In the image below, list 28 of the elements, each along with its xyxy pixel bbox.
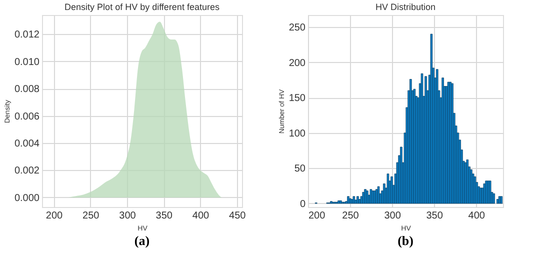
- text: (a): [134, 233, 150, 248]
- chart-title: Density Plot of HV by different features: [64, 2, 220, 12]
- y-tick-label: 50: [294, 164, 306, 175]
- y-tick-label: 100: [288, 128, 306, 140]
- x-tick-label: 300: [384, 210, 402, 222]
- y-tick-label: 0.010: [14, 56, 40, 68]
- x-tick-label: 250: [82, 210, 100, 222]
- x-tick-label: 200: [308, 210, 326, 222]
- x-tick-label: 450: [229, 210, 246, 222]
- x-tick-label: 200: [46, 210, 63, 222]
- y-tick-label: 0.006: [14, 111, 40, 122]
- y-tick-label: 0.004: [14, 138, 40, 150]
- y-tick-label: 0.002: [14, 166, 40, 177]
- y-tick-label: 0.008: [14, 84, 40, 96]
- x-tick-label: 250: [342, 210, 360, 222]
- chart-title: HV Distribution: [375, 2, 436, 12]
- text: (b): [398, 233, 414, 248]
- x-tick-label: 350: [426, 210, 444, 222]
- x-tick-label: 400: [468, 210, 486, 222]
- y-tick-label: 0.012: [14, 30, 40, 41]
- y-tick-label: 250: [288, 22, 306, 34]
- x-tick-label: 400: [192, 210, 210, 222]
- x-tick-label: 350: [156, 210, 173, 222]
- y-tick-label: 150: [288, 93, 306, 104]
- y-tick-label: 0: [300, 198, 306, 210]
- x-tick-label: 300: [119, 210, 136, 222]
- y-tick-label: 0.000: [14, 192, 40, 204]
- y-tick-label: 200: [288, 58, 306, 69]
